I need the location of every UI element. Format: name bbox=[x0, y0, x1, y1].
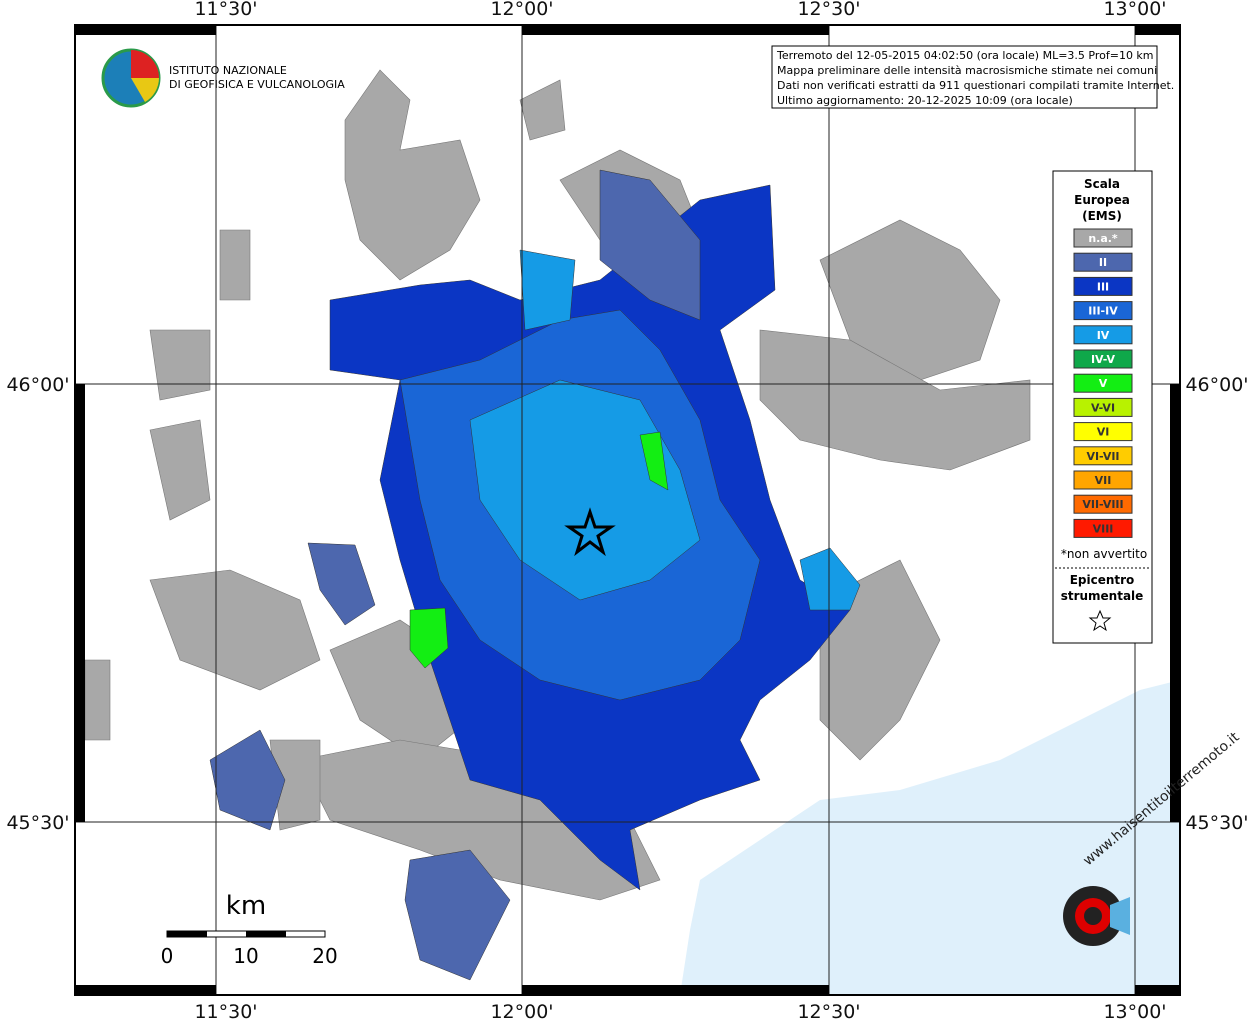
frame bbox=[74, 24, 1181, 996]
lon-label: 13°00' bbox=[1103, 0, 1166, 20]
institute-name: ISTITUTO NAZIONALE bbox=[169, 64, 287, 77]
legend-swatch bbox=[1073, 373, 1133, 393]
lat-label: 45°30' bbox=[1185, 812, 1248, 834]
legend-swatch bbox=[1073, 422, 1133, 442]
lon-label: 12°00' bbox=[490, 1001, 553, 1023]
institute-logo: ISTITUTO NAZIONALE DI GEOFISICA E VULCAN… bbox=[101, 48, 345, 108]
legend-label: V-VI bbox=[1091, 401, 1115, 414]
legend-note: *non avvertito bbox=[1061, 547, 1147, 561]
scale-bar: km 0 10 20 bbox=[161, 891, 338, 968]
legend-label: IV-V bbox=[1091, 353, 1116, 366]
legend-title: (EMS) bbox=[1082, 209, 1122, 223]
lon-label: 11°30' bbox=[194, 0, 257, 20]
legend-label: III bbox=[1097, 280, 1109, 293]
scale-tick: 10 bbox=[233, 944, 258, 968]
lon-label: 13°00' bbox=[1103, 1001, 1166, 1023]
legend-swatch bbox=[1073, 397, 1133, 417]
axis-labels: 11°30' 12°00' 12°30' 13°00' 11°30' 12°00… bbox=[6, 0, 1248, 1023]
legend-label: II bbox=[1099, 256, 1107, 269]
info-box: Terremoto del 12-05-2015 04:02:50 (ora l… bbox=[771, 45, 1174, 109]
sea bbox=[680, 680, 1180, 995]
epicenter-label: Epicentro bbox=[1070, 573, 1135, 587]
epicenter-star bbox=[564, 507, 616, 557]
legend: Scala Europea (EMS) *non avvertito Epice… bbox=[1052, 170, 1153, 644]
legend-label: VI bbox=[1097, 426, 1110, 439]
legend-swatch bbox=[1073, 518, 1133, 538]
info-line: Dati non verificati estratti da 911 ques… bbox=[777, 79, 1174, 92]
legend-swatch bbox=[1073, 325, 1133, 345]
scale-tick: 20 bbox=[312, 944, 337, 968]
legend-label: VIII bbox=[1093, 522, 1114, 535]
legend-label: VII bbox=[1095, 474, 1112, 487]
info-line: Mappa preliminare delle intensità macros… bbox=[777, 64, 1157, 77]
legend-label: IV bbox=[1097, 329, 1110, 342]
legend-swatch bbox=[1073, 494, 1133, 514]
legend-label: n.a.* bbox=[1088, 232, 1118, 245]
lon-label: 11°30' bbox=[194, 1001, 257, 1023]
legend-swatch bbox=[1073, 446, 1133, 466]
legend-title: Scala bbox=[1084, 177, 1120, 191]
scale-unit: km bbox=[226, 891, 266, 921]
lon-label: 12°30' bbox=[797, 0, 860, 20]
scale-tick: 0 bbox=[161, 944, 174, 968]
legend-swatch bbox=[1073, 228, 1133, 248]
legend-swatch bbox=[1073, 301, 1133, 321]
lat-label: 45°30' bbox=[6, 812, 69, 834]
info-line: Terremoto del 12-05-2015 04:02:50 (ora l… bbox=[776, 49, 1154, 62]
institute-name: DI GEOFISICA E VULCANOLOGIA bbox=[169, 78, 345, 91]
legend-label: III-IV bbox=[1088, 305, 1118, 318]
legend-swatch bbox=[1073, 349, 1133, 369]
legend-label: V bbox=[1099, 377, 1108, 390]
lat-label: 46°00' bbox=[6, 374, 69, 396]
lat-label: 46°00' bbox=[1185, 374, 1248, 396]
epicenter-symbol bbox=[1088, 609, 1112, 632]
legend-label: VII-VIII bbox=[1082, 498, 1123, 511]
legend-swatch bbox=[1073, 252, 1133, 272]
legend-label: VI-VII bbox=[1086, 450, 1119, 463]
affected-municipalities bbox=[209, 169, 861, 981]
legend-swatch bbox=[1073, 276, 1133, 296]
info-line: Ultimo aggiornamento: 20-12-2025 10:09 (… bbox=[777, 94, 1073, 107]
lon-label: 12°00' bbox=[490, 0, 553, 20]
epicenter-label: strumentale bbox=[1061, 589, 1144, 603]
legend-title: Europea bbox=[1074, 193, 1130, 207]
lon-label: 12°30' bbox=[797, 1001, 860, 1023]
legend-swatch bbox=[1073, 470, 1133, 490]
